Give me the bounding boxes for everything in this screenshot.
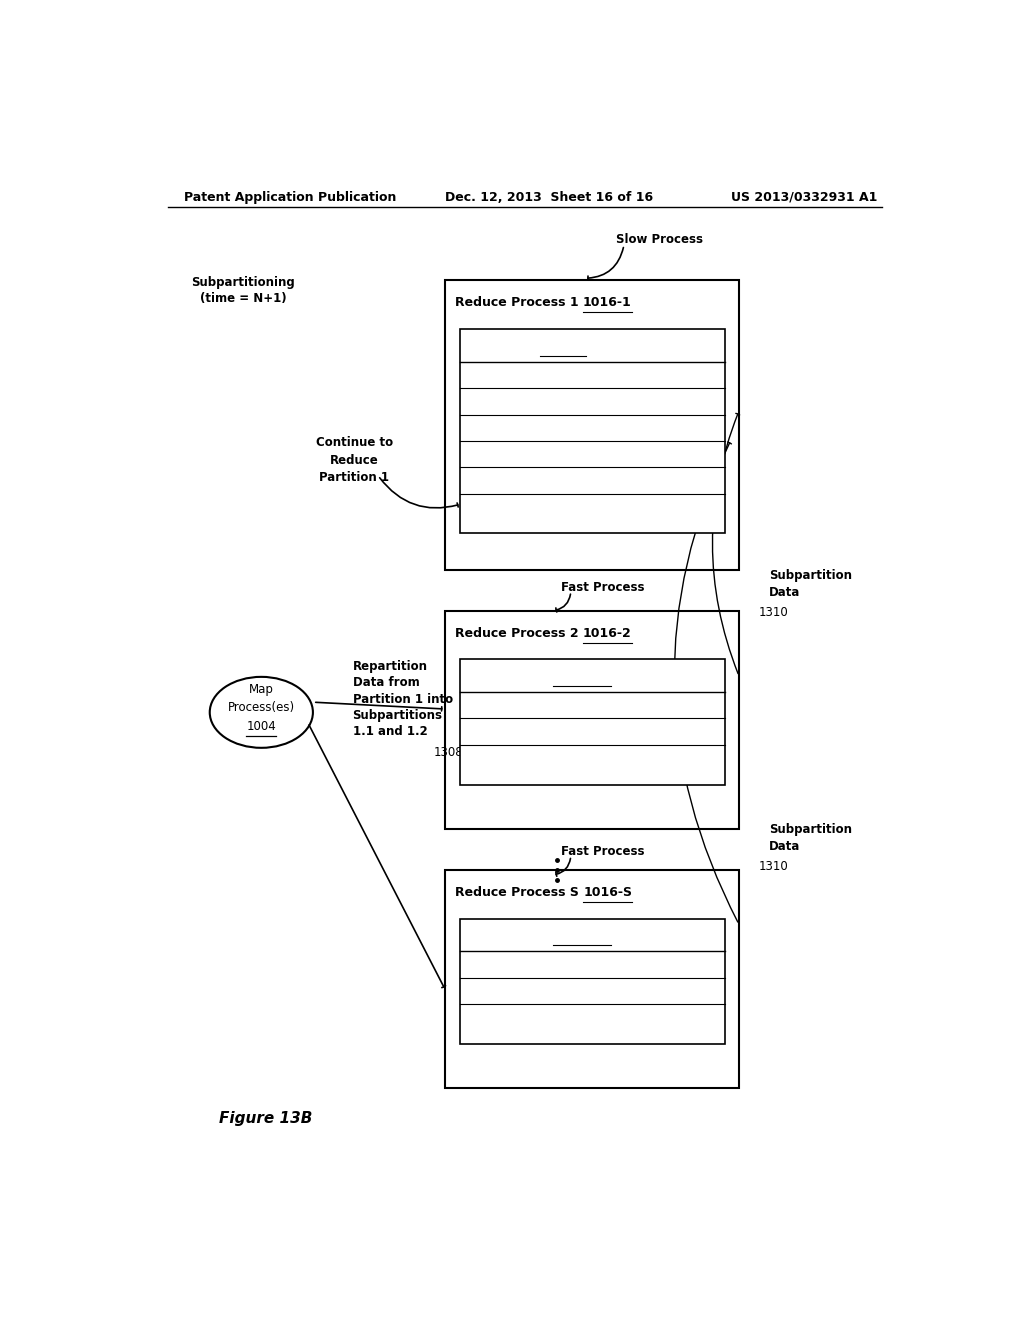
Text: Interm. Data M-c: Interm. Data M-c xyxy=(466,475,560,486)
Text: Interm. Data 2-b: Interm. Data 2-b xyxy=(466,960,558,969)
Text: US 2013/0332931 A1: US 2013/0332931 A1 xyxy=(731,190,878,203)
Text: Partition 1: Partition 1 xyxy=(466,341,541,352)
Text: Fast Process: Fast Process xyxy=(560,581,644,594)
Text: Interm. Data M-a: Interm. Data M-a xyxy=(466,422,561,433)
Text: Subpartition: Subpartition xyxy=(769,822,852,836)
Text: Interm. Data 1-a: Interm. Data 1-a xyxy=(466,700,558,710)
Text: Interm. Data M-b: Interm. Data M-b xyxy=(466,449,561,459)
Text: 1110-1: 1110-1 xyxy=(541,341,586,352)
Text: ⋮: ⋮ xyxy=(586,759,599,774)
Text: 1110-1.1: 1110-1.1 xyxy=(553,671,611,684)
Text: Interm. Data M-d: Interm. Data M-d xyxy=(466,502,561,512)
Text: Interm. Data M-e: Interm. Data M-e xyxy=(466,726,561,737)
Text: Data from: Data from xyxy=(352,676,420,689)
Text: 1308: 1308 xyxy=(433,747,463,759)
Text: Data: Data xyxy=(769,840,801,853)
Text: Slow Process: Slow Process xyxy=(616,234,703,247)
Text: 1.1 and 1.2: 1.1 and 1.2 xyxy=(352,725,427,738)
Text: Reduce Process 2: Reduce Process 2 xyxy=(455,627,583,640)
Text: Figure 13B: Figure 13B xyxy=(219,1111,312,1126)
Text: Partition 1.1: Partition 1.1 xyxy=(466,671,553,684)
Text: 1016-2: 1016-2 xyxy=(583,627,632,640)
Text: 1004: 1004 xyxy=(247,721,276,733)
Text: ⋮: ⋮ xyxy=(586,1019,599,1032)
Bar xyxy=(460,660,725,784)
Text: Partition 1.2: Partition 1.2 xyxy=(466,929,553,942)
Text: Patent Application Publication: Patent Application Publication xyxy=(183,190,396,203)
Bar xyxy=(445,870,739,1089)
Text: Fast Process: Fast Process xyxy=(560,845,644,858)
Bar xyxy=(445,280,739,570)
Text: Interm. Data 1-a: Interm. Data 1-a xyxy=(466,370,558,380)
Text: Reduce Process 1: Reduce Process 1 xyxy=(455,296,583,309)
Text: Interm. Data M-g: Interm. Data M-g xyxy=(466,1012,561,1022)
Text: (time = N+1): (time = N+1) xyxy=(200,292,287,305)
Text: Reduce: Reduce xyxy=(330,454,379,467)
Text: 1310: 1310 xyxy=(759,861,788,874)
Text: Continue to: Continue to xyxy=(315,437,393,450)
Text: Partition 1 into: Partition 1 into xyxy=(352,693,453,706)
Ellipse shape xyxy=(210,677,313,748)
Text: 1110-1.2: 1110-1.2 xyxy=(553,929,611,942)
Bar xyxy=(445,611,739,829)
Text: ⋮: ⋮ xyxy=(586,508,599,523)
Text: Interm. Data M-f: Interm. Data M-f xyxy=(466,754,558,763)
Bar xyxy=(460,329,725,533)
Text: Data: Data xyxy=(769,586,801,599)
Text: 1016-S: 1016-S xyxy=(584,886,632,899)
Text: 1004: 1004 xyxy=(247,721,276,733)
Text: Map: Map xyxy=(249,684,273,697)
Text: Partition 1: Partition 1 xyxy=(319,471,389,484)
Text: 1016-1: 1016-1 xyxy=(583,296,632,309)
Text: Repartition: Repartition xyxy=(352,660,428,673)
Text: Interm. Data M-a: Interm. Data M-a xyxy=(466,986,561,995)
Text: 1310: 1310 xyxy=(759,606,788,619)
Text: Process(es): Process(es) xyxy=(227,701,295,714)
Text: Reduce Process S: Reduce Process S xyxy=(455,886,584,899)
Text: Interm. Data 2-b: Interm. Data 2-b xyxy=(466,396,558,407)
Bar xyxy=(460,919,725,1044)
Text: Subpartitioning: Subpartitioning xyxy=(191,276,295,289)
Text: Dec. 12, 2013  Sheet 16 of 16: Dec. 12, 2013 Sheet 16 of 16 xyxy=(445,190,653,203)
Text: Subpartition: Subpartition xyxy=(769,569,852,582)
Text: Subpartitions: Subpartitions xyxy=(352,709,442,722)
